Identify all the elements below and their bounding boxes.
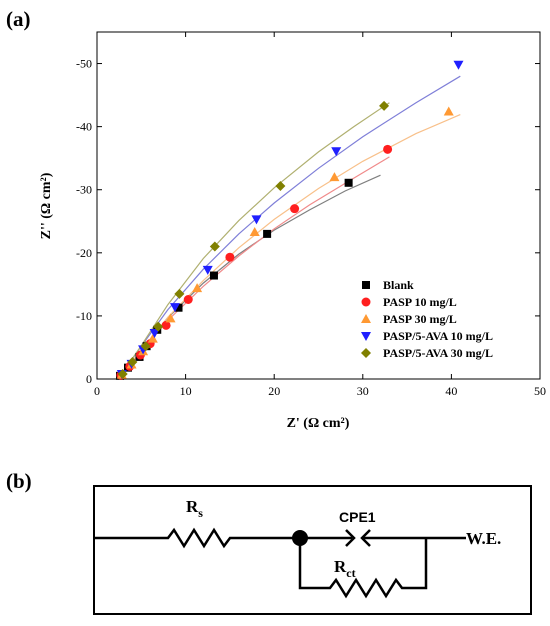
x-tick-label: 0 [94,384,100,398]
panel-b-label: (b) [6,469,32,493]
legend-marker-4 [361,348,371,358]
data-point-series-4 [379,100,390,111]
data-point-series-2 [192,283,203,293]
y-axis-ticks: 0 -10 -20 -30 -40 -50 [76,57,540,386]
data-point-series-1 [183,295,193,305]
x-tick-label: 10 [180,384,192,398]
data-point-series-0 [174,303,183,312]
y-tick-label: -50 [76,57,92,71]
y-tick-label: -40 [76,120,92,134]
plot-frame [96,31,541,380]
we-label: W.E. [466,529,501,548]
data-point-series-0 [209,271,218,280]
y-axis-title: Z'' (Ω cm²) [39,172,54,239]
data-point-series-0 [263,229,272,238]
data-point-series-1 [161,320,171,330]
rct-resistor [298,538,428,599]
legend-marker-1 [361,297,371,307]
panel-a-label: (a) [6,7,31,31]
cpe-element-left [345,529,356,547]
legend-label: PASP 30 mg/L [383,312,457,326]
x-axis-title: Z' (Ω cm²) [287,416,350,431]
data-point-series-0 [344,178,353,187]
equivalent-circuit: Rs CPE1 W.E. Rct [93,485,532,615]
cpe-label: CPE1 [339,509,376,525]
data-point-series-4 [153,321,164,332]
rct-label: Rct [334,557,356,580]
data-point-series-4 [117,368,128,379]
data-point-series-2 [249,226,260,236]
legend-marker-3 [361,332,371,341]
legend-marker-2 [361,314,371,323]
y-tick-label: -10 [76,309,92,323]
data-point-series-1 [290,204,300,214]
y-tick-label: -20 [76,246,92,260]
data-point-series-4 [209,241,220,252]
y-tick-label: -30 [76,183,92,197]
data-point-series-3 [453,60,464,70]
data-point-series-4 [127,356,138,367]
data-point-series-3 [169,303,180,313]
x-tick-label: 30 [357,384,369,398]
data-point-series-4 [275,180,286,191]
data-point-series-1 [225,252,235,262]
x-tick-label: 20 [268,384,280,398]
x-axis-ticks: 0 10 20 30 40 50 [94,32,546,398]
fit-line-1 [117,156,390,380]
rs-label: Rs [186,497,203,520]
data-point-series-1 [383,144,393,154]
x-tick-label: 50 [534,384,546,398]
legend: Blank PASP 10 mg/L PASP 30 mg/L PASP/5-AVA … [361,278,493,360]
rs-resistor [94,527,297,549]
legend-marker-0 [362,281,370,289]
impedance-chart: 0 10 20 30 40 50 0 -10 -20 -30 -40 -50 Blank PASP 1… [39,31,546,431]
x-tick-label: 40 [445,384,457,398]
data-point-series-2 [147,333,158,343]
data-point-series-4 [174,288,185,299]
legend-label: PASP/5-AVA 10 mg/L [383,329,493,343]
data-point-series-3 [202,265,213,275]
data-point-series-2 [329,172,340,182]
data-point-series-3 [251,215,262,225]
y-tick-label: 0 [86,372,92,386]
data-point-series-3 [331,147,342,157]
data-point-series-2 [443,106,454,116]
data-points [116,60,464,380]
data-point-series-3 [149,328,160,338]
circuit-frame [93,485,532,615]
fit-line-0 [117,174,381,380]
legend-label: PASP 10 mg/L [383,295,457,309]
legend-label: PASP/5-AVA 30 mg/L [383,346,493,360]
data-point-series-4 [140,341,151,352]
legend-label: Blank [383,278,414,292]
fit-line-4 [117,102,390,380]
data-point-series-2 [165,313,176,323]
